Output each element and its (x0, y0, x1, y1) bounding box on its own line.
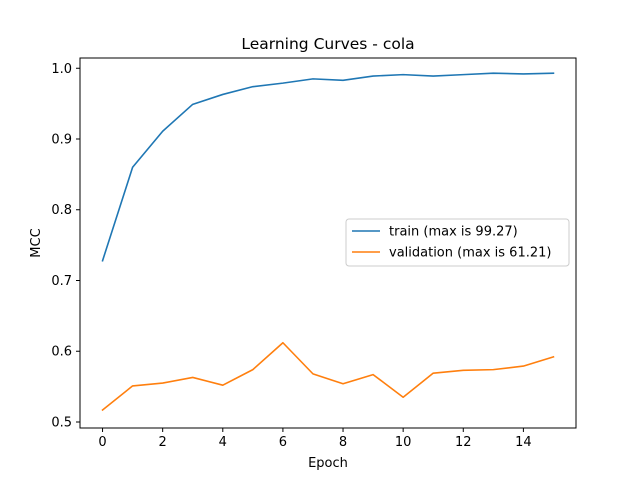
x-axis-ticks: 0 2 4 6 8 10 12 14 (98, 428, 532, 450)
series-line-train (101, 72, 555, 262)
y-axis-ticks: 0.5 0.6 0.7 0.8 0.9 1.0 (51, 62, 80, 430)
x-tick-label: 10 (395, 435, 412, 450)
y-tick-label: 1.0 (51, 62, 72, 77)
x-tick-label: 2 (159, 435, 167, 450)
y-tick-label: 0.5 (51, 415, 72, 430)
plot-frame (79, 57, 577, 429)
y-tick-label: 0.9 (51, 133, 72, 148)
legend-box (345, 218, 570, 267)
y-axis-title: MCC (29, 228, 44, 257)
chart-title: Learning Curves - cola (241, 35, 414, 53)
x-tick-label: 0 (98, 435, 106, 450)
y-tick-label: 0.6 (51, 345, 72, 360)
legend: train (max is 99.27) validation (max is 6… (345, 218, 570, 267)
x-tick-label: 14 (515, 435, 532, 450)
y-tick-label: 0.8 (51, 203, 72, 218)
series-layer (101, 72, 555, 412)
legend-label-validation: validation (max is 61.21) (389, 246, 551, 261)
x-tick-label: 12 (455, 435, 472, 450)
x-axis-title: Epoch (308, 456, 348, 471)
legend-label-train: train (max is 99.27) (389, 225, 518, 240)
y-tick-label: 0.7 (51, 274, 72, 289)
x-tick-label: 8 (339, 435, 347, 450)
x-tick-label: 4 (219, 435, 227, 450)
x-tick-label: 6 (279, 435, 287, 450)
series-line-validation (101, 341, 555, 412)
